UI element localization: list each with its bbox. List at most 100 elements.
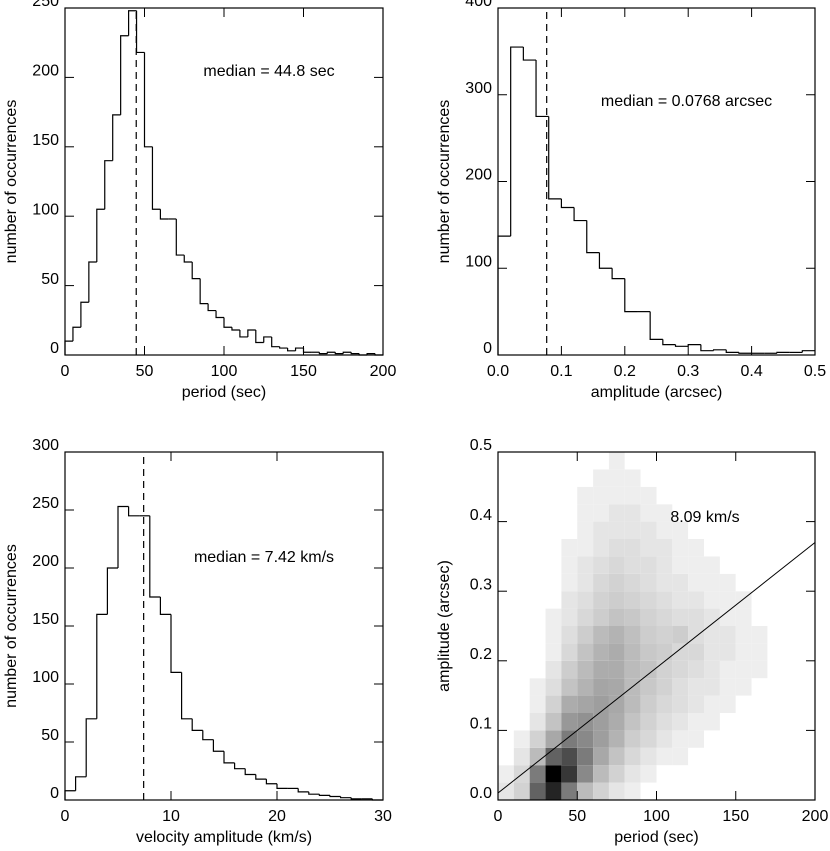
histogram-bin	[598, 252, 613, 269]
heatmap-cell	[640, 730, 657, 748]
heatmap-cell	[767, 573, 784, 592]
panel: median = 7.42 km/s0 10 20 30050100150200250…	[3, 437, 392, 846]
heatmap-cell	[672, 695, 689, 713]
heatmap-cell	[672, 539, 689, 557]
heatmap-cell	[561, 782, 578, 800]
heatmap-cell	[608, 504, 625, 522]
heatmap-cell	[593, 695, 609, 713]
heatmap-cell	[545, 713, 562, 731]
y-tick-label: 250	[32, 0, 59, 10]
heatmap-cell	[513, 730, 530, 748]
histogram-bin	[183, 255, 193, 263]
heatmap-cell	[498, 747, 514, 766]
heatmap-cell	[608, 660, 625, 679]
heatmap-cell	[783, 556, 800, 574]
histogram-bin	[191, 718, 203, 731]
heatmap-cell	[498, 782, 514, 800]
heatmap-cell	[799, 678, 815, 696]
heatmap-cell	[545, 591, 562, 609]
x-tick-label: 100	[643, 808, 670, 825]
heatmap-cell	[767, 504, 784, 522]
heatmap-cell	[688, 539, 705, 557]
heatmap-cell	[656, 556, 673, 574]
heatmap-cell	[624, 730, 641, 748]
heatmap-cell	[751, 730, 768, 748]
heatmap-cell	[545, 452, 562, 470]
heatmap-cell	[498, 765, 514, 783]
heatmap-cell	[545, 556, 562, 574]
heatmap-cell	[672, 521, 689, 539]
heatmap-cell	[656, 608, 673, 626]
heatmap-cell	[719, 713, 736, 731]
heatmap-cell	[783, 521, 800, 539]
heatmap-cell	[624, 608, 641, 626]
heatmap-cell	[608, 678, 625, 696]
histogram-bin	[223, 317, 232, 328]
heatmap-cell	[593, 608, 609, 626]
heatmap-cell	[640, 782, 657, 800]
heatmap-cell	[688, 782, 705, 800]
x-tick-label: 0.3	[677, 363, 699, 380]
heatmap-cell	[640, 591, 657, 609]
plot-frame	[64, 451, 384, 801]
heatmap-cell	[735, 486, 752, 505]
heatmap-cell	[767, 556, 784, 574]
heatmap-cell	[624, 556, 641, 574]
heatmap-cell	[529, 608, 546, 626]
heatmap-cell	[513, 521, 530, 539]
heatmap-cell	[783, 486, 800, 505]
heatmap-cell	[783, 660, 800, 679]
heatmap-cell	[624, 695, 641, 713]
heatmap-cell	[529, 730, 546, 748]
heatmap-cell	[735, 469, 752, 487]
histogram-bin	[350, 797, 362, 800]
y-tick-label: 300	[32, 437, 59, 454]
heatmap-cell	[704, 747, 720, 766]
histogram-bin	[329, 795, 341, 798]
heatmap-cell	[704, 782, 720, 800]
histogram-bin	[271, 336, 280, 348]
heatmap-cell	[656, 591, 673, 609]
heatmap-cell	[593, 765, 609, 783]
heatmap-cell	[783, 626, 800, 644]
panel: 8.09 km/s 0 50 100 150 200 0.0 0.1 0.2 0.3 0.4 0.5 p…	[436, 437, 828, 846]
heatmap-cell	[751, 782, 768, 800]
histogram-bin	[725, 349, 739, 353]
heatmap-cell	[498, 643, 514, 661]
histogram-bin	[611, 268, 625, 280]
annotation: median = 0.0768 arcsec	[601, 93, 772, 110]
heatmap-cell	[608, 730, 625, 748]
heatmap-cell	[545, 469, 562, 487]
heatmap-cell	[513, 573, 530, 592]
heatmap-cell	[799, 608, 815, 626]
histogram-bin	[75, 776, 87, 791]
heatmap-cell	[751, 556, 768, 574]
heatmap-cell	[672, 626, 689, 644]
y-tick-label: 0.0	[470, 785, 492, 802]
heatmap-cell	[751, 660, 768, 679]
histogram-bin	[85, 718, 97, 777]
heatmap-cell	[498, 730, 514, 748]
heatmap-cell	[719, 643, 736, 661]
heatmap-cell	[561, 747, 578, 766]
histogram-bin	[143, 52, 153, 148]
heatmap-cell	[656, 782, 673, 800]
y-tick-label: 50	[41, 271, 59, 288]
histogram-bin	[149, 515, 161, 598]
heatmap-cell	[577, 573, 594, 592]
heatmap-cell	[719, 747, 736, 766]
heatmap-cell	[767, 591, 784, 609]
heatmap-cell	[672, 556, 689, 574]
heatmap-cell	[767, 713, 784, 731]
heatmap-cell	[608, 626, 625, 644]
heatmap-cell	[799, 747, 815, 766]
heatmap-cell	[529, 591, 546, 609]
heatmap-cell	[608, 521, 625, 539]
heatmap-cell	[799, 469, 815, 487]
y-tick-label: 50	[41, 727, 59, 744]
heatmap-cell	[561, 556, 578, 574]
heatmap-cell	[561, 486, 578, 505]
heatmap-cell	[529, 504, 546, 522]
heatmap-cell	[498, 573, 514, 592]
heatmap-cell	[608, 486, 625, 505]
